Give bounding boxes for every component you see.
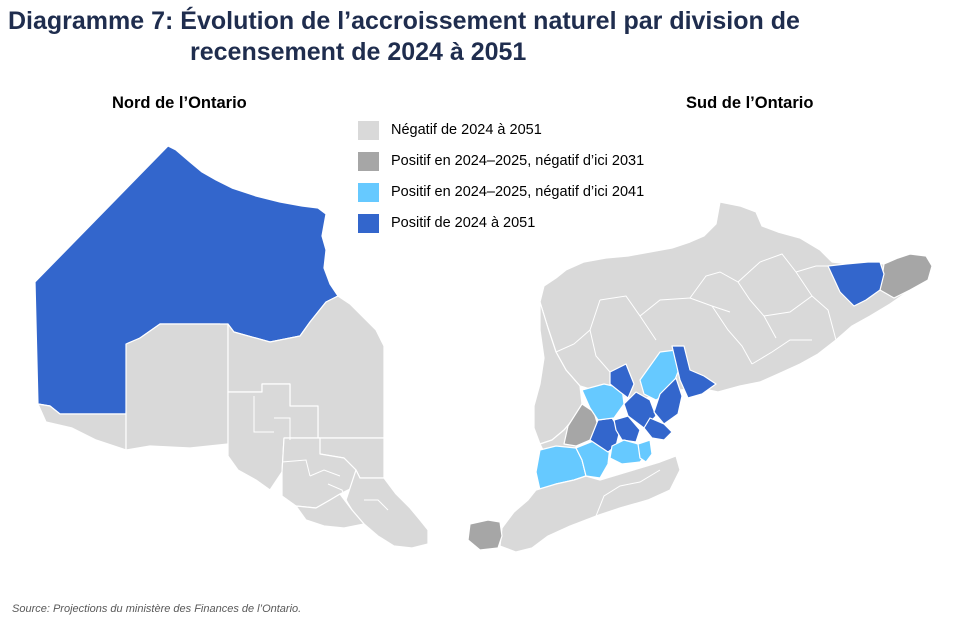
division-durham — [671, 345, 717, 399]
division-toronto — [643, 417, 673, 441]
legend-label: Négatif de 2024 à 2051 — [391, 122, 542, 138]
legend-swatch — [358, 182, 379, 202]
legend-swatch — [358, 213, 379, 233]
legend-label: Positif en 2024–2025, négatif d’ici 2041 — [391, 184, 645, 200]
north-ontario-label: Nord de l’Ontario — [112, 94, 247, 112]
title-line-2: recensement de 2024 à 2051 — [190, 38, 527, 66]
legend-label: Positif de 2024 à 2051 — [391, 215, 536, 231]
division-parry-sound — [295, 493, 365, 529]
division-dufferin — [609, 363, 635, 399]
legend-item: Positif en 2024–2025, négatif d’ici 2041 — [358, 182, 644, 202]
division-thunder-bay — [125, 323, 229, 451]
division-niagara — [637, 439, 653, 463]
title-line-1: Diagramme 7: Évolution de l’accroissemen… — [8, 7, 800, 35]
source-note: Source: Projections du ministère des Fin… — [12, 603, 302, 615]
south-ontario-label: Sud de l’Ontario — [686, 94, 814, 112]
legend: Négatif de 2024 à 2051 Positif en 2024–2… — [358, 120, 644, 244]
legend-swatch — [358, 151, 379, 171]
legend-item: Positif en 2024–2025, négatif d’ici 2031 — [358, 151, 644, 171]
legend-label: Positif en 2024–2025, négatif d’ici 2031 — [391, 153, 645, 169]
legend-item: Positif de 2024 à 2051 — [358, 213, 644, 233]
division-wellington — [581, 383, 625, 421]
division-windsor-essex — [467, 519, 503, 551]
division-ottawa — [827, 261, 885, 307]
legend-item: Négatif de 2024 à 2051 — [358, 120, 644, 140]
chart-title: Diagramme 7: Évolution de l’accroissemen… — [8, 6, 948, 68]
legend-swatch — [358, 120, 379, 140]
division-halton — [613, 415, 641, 443]
division-prescott-russell — [879, 253, 933, 299]
division-york — [653, 377, 683, 425]
